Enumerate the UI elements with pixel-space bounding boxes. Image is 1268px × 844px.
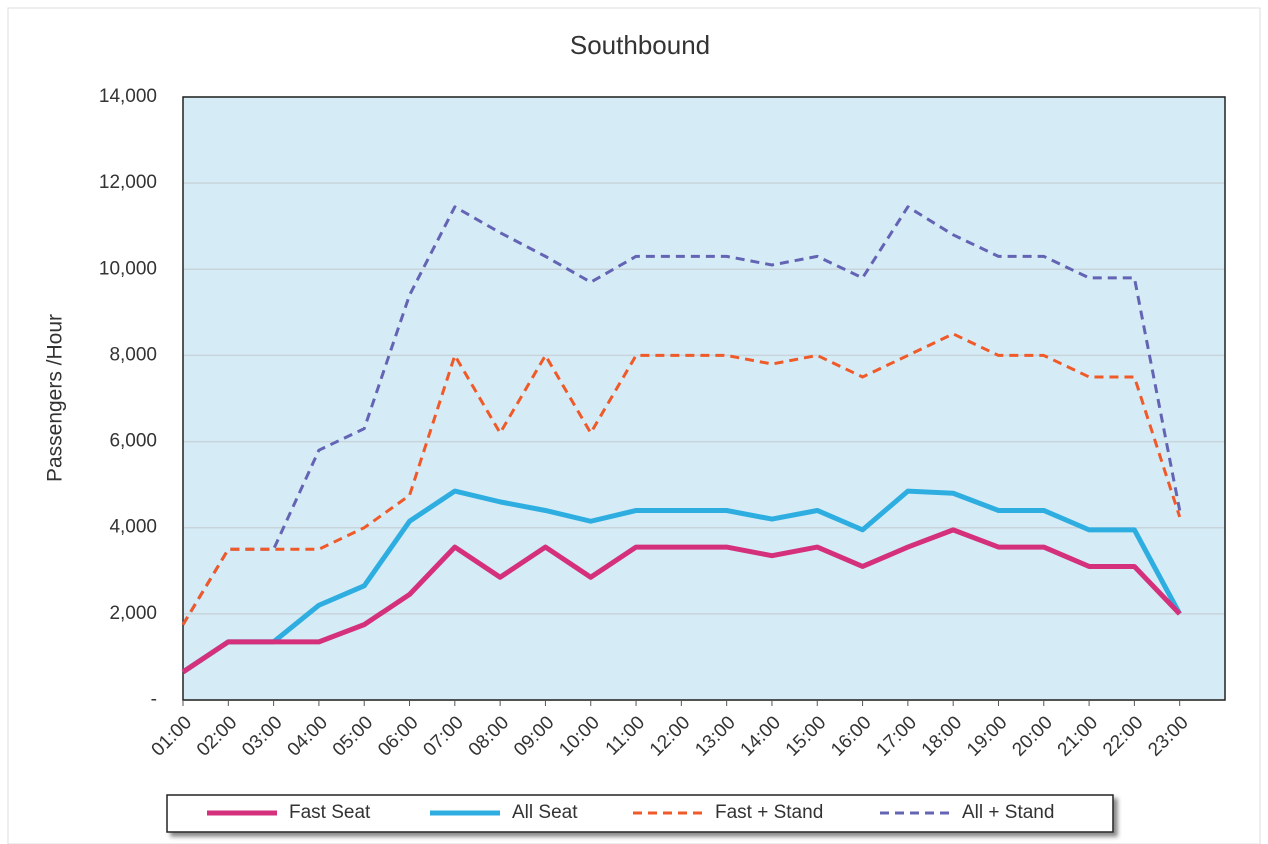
y-tick-label: 2,000 — [109, 603, 157, 624]
plot-border — [182, 96, 1226, 701]
legend: Fast Seat All Seat Fast + Stand All + Stand — [166, 794, 1114, 833]
legend-label: All Seat — [512, 802, 578, 823]
y-axis-label: Passengers /Hour — [44, 314, 67, 482]
chart-title: Southbound — [570, 30, 710, 60]
y-tick-label: - — [151, 689, 157, 710]
y-tick-label: 6,000 — [109, 431, 157, 452]
y-tick-label: 14,000 — [99, 86, 157, 107]
legend-label: Fast + Stand — [715, 802, 823, 823]
series-line — [181, 488, 1182, 675]
y-tick-label: 8,000 — [109, 344, 157, 365]
series-line — [181, 205, 1182, 626]
legend-label: Fast Seat — [289, 802, 371, 823]
y-tick-label: 10,000 — [99, 258, 157, 279]
plot-area — [183, 97, 1225, 700]
series-line — [181, 527, 1182, 675]
series-line — [181, 332, 1182, 626]
y-tick-label: 12,000 — [99, 172, 157, 193]
legend-label: All + Stand — [962, 802, 1054, 823]
y-tick-label: 4,000 — [109, 517, 157, 538]
